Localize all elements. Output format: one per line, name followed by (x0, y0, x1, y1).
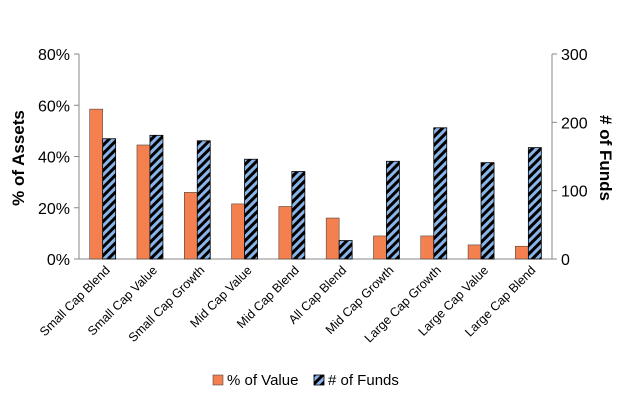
y-tick-label-left: 60% (38, 98, 70, 115)
legend: % of Value # of Funds (212, 372, 399, 389)
bar-num-funds (244, 158, 258, 260)
legend-label-pct-value: % of Value (227, 372, 298, 389)
legend-label-num-funds: # of Funds (328, 372, 399, 389)
bar-num-funds (149, 134, 164, 260)
y-tick-label-right: 0 (561, 252, 570, 269)
bar-pct-value (515, 245, 529, 260)
y-tick-label-left: 40% (38, 150, 70, 167)
bar-pct-value (89, 108, 103, 260)
bar-pct-value (420, 235, 434, 260)
legend-swatch-num-funds (313, 374, 325, 386)
bar-num-funds (527, 147, 542, 260)
y-axis-title-right: # of Funds (596, 115, 615, 201)
bar-num-funds (102, 138, 117, 260)
bar-pct-value (278, 206, 293, 260)
legend-swatch-pct-value (212, 374, 224, 386)
y-tick-label-right: 200 (561, 115, 588, 132)
bar-num-funds (386, 160, 400, 260)
bar-num-funds (291, 171, 306, 260)
y-axis-title-left: % of Assets (9, 110, 28, 206)
bar-num-funds (196, 140, 211, 260)
bar-pct-value (184, 192, 198, 260)
y-tick-label-left: 20% (38, 201, 70, 218)
y-tick-label-left: 0% (47, 252, 70, 269)
y-tick-label-right: 300 (561, 47, 588, 64)
y-tick-label-left: 80% (38, 47, 70, 64)
y-tick-label-right: 100 (561, 184, 588, 201)
bar-pct-value (231, 203, 245, 260)
bar-pct-value (467, 244, 482, 260)
bar-pct-value (136, 144, 151, 260)
bar-num-funds (338, 240, 353, 260)
bar-num-funds (480, 162, 495, 260)
bar-pct-value (373, 235, 387, 260)
bar-pct-value (325, 217, 340, 260)
bar-num-funds (433, 127, 448, 260)
